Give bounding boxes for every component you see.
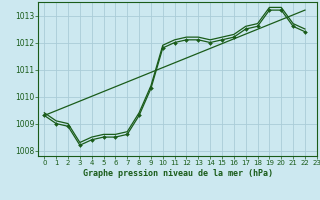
- X-axis label: Graphe pression niveau de la mer (hPa): Graphe pression niveau de la mer (hPa): [83, 169, 273, 178]
